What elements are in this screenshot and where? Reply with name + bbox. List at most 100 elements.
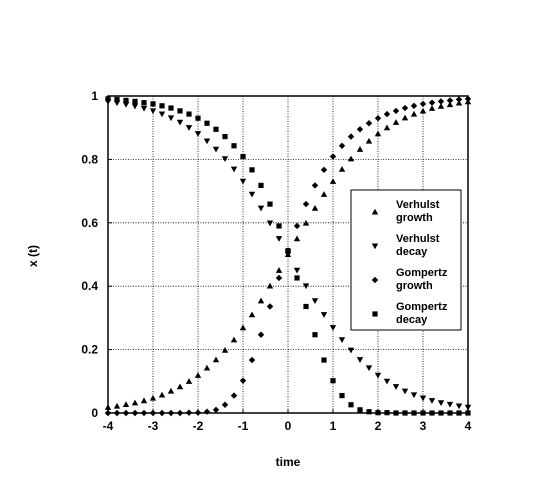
data-point — [275, 274, 283, 282]
data-point — [338, 166, 346, 172]
data-point — [249, 167, 255, 173]
legend-label: decay — [396, 246, 428, 258]
data-point — [392, 384, 400, 390]
data-point — [329, 325, 337, 331]
data-point — [401, 104, 409, 112]
data-point — [311, 205, 319, 211]
data-point — [258, 182, 264, 188]
data-point — [374, 372, 382, 379]
data-point — [455, 403, 463, 410]
data-point — [275, 236, 283, 242]
data-point — [356, 357, 364, 363]
data-point — [365, 137, 373, 144]
y-tick-labels: 0 0.2 0.4 0.6 0.8 1 — [81, 89, 112, 420]
x-tick-label: 0 — [285, 419, 292, 433]
data-point — [212, 356, 220, 363]
legend-label: Gompertz — [396, 267, 448, 279]
data-point — [257, 297, 265, 304]
x-tick-label: -3 — [148, 419, 159, 433]
data-point — [383, 110, 391, 118]
data-point — [419, 100, 427, 108]
data-point — [158, 391, 166, 398]
data-point — [320, 166, 328, 174]
data-point — [167, 387, 175, 394]
data-point — [240, 153, 246, 160]
data-point — [239, 377, 247, 384]
data-point — [204, 120, 210, 126]
data-point — [203, 408, 211, 415]
data-point — [419, 107, 427, 114]
data-point — [302, 219, 310, 226]
data-point — [230, 392, 238, 399]
data-point — [231, 143, 237, 149]
data-point — [248, 356, 256, 364]
data-point — [212, 406, 220, 414]
data-point — [347, 347, 355, 354]
data-point — [114, 96, 120, 103]
data-point — [122, 401, 130, 408]
data-point — [131, 103, 139, 110]
data-point — [383, 378, 391, 385]
data-point — [366, 409, 372, 415]
data-point — [248, 191, 256, 198]
data-point — [276, 223, 282, 229]
legend-marker — [371, 276, 379, 284]
data-point — [113, 402, 121, 409]
data-point — [195, 115, 201, 121]
data-point — [303, 303, 309, 310]
x-tick-labels: -4 -3 -2 -1 0 1 2 3 4 — [103, 409, 472, 433]
data-point — [410, 392, 418, 399]
data-point — [321, 357, 327, 363]
data-point — [365, 120, 373, 127]
data-point — [339, 392, 345, 399]
data-point — [348, 402, 354, 408]
data-point — [285, 248, 291, 254]
legend-marker — [372, 311, 378, 317]
data-point — [365, 365, 373, 372]
data-point — [257, 331, 265, 338]
data-point — [185, 378, 193, 384]
data-point — [177, 108, 183, 114]
data-point — [329, 153, 337, 160]
data-point — [401, 114, 409, 121]
data-point — [186, 111, 192, 117]
data-point — [302, 200, 310, 208]
data-point — [140, 105, 148, 112]
legend-marker — [371, 243, 379, 250]
data-point — [194, 372, 202, 378]
legend-label: growth — [396, 280, 433, 292]
data-point — [293, 222, 301, 230]
legend-label: decay — [396, 314, 428, 326]
legend-box — [350, 189, 462, 331]
data-point — [131, 399, 139, 406]
data-point — [159, 103, 165, 109]
x-tick-label: 4 — [465, 419, 472, 433]
y-tick-label: 0.2 — [81, 343, 98, 357]
data-point — [410, 102, 418, 110]
data-point — [293, 267, 301, 274]
data-point — [428, 105, 436, 111]
x-axis-label: time — [276, 455, 301, 469]
legend-label: Verhulst — [396, 199, 440, 211]
data-point — [239, 324, 247, 331]
data-point — [428, 99, 436, 106]
y-tick-label: 0.6 — [81, 216, 98, 230]
data-point — [222, 133, 228, 140]
data-point — [446, 101, 454, 108]
data-point — [294, 275, 300, 281]
x-tick-label: 2 — [375, 419, 382, 433]
data-point — [239, 178, 247, 185]
data-point — [437, 102, 445, 109]
data-point — [230, 336, 238, 343]
x-tick-label: 3 — [420, 419, 427, 433]
data-point — [167, 115, 175, 122]
y-axis-label: x (t) — [26, 245, 40, 267]
data-point — [203, 138, 211, 145]
legend-marker — [371, 208, 379, 215]
data-point — [302, 283, 310, 290]
legend: VerhulstgrowthVerhulstdecayGompertzgrowt… — [350, 189, 462, 331]
data-point — [455, 96, 463, 103]
data-point — [230, 166, 238, 173]
